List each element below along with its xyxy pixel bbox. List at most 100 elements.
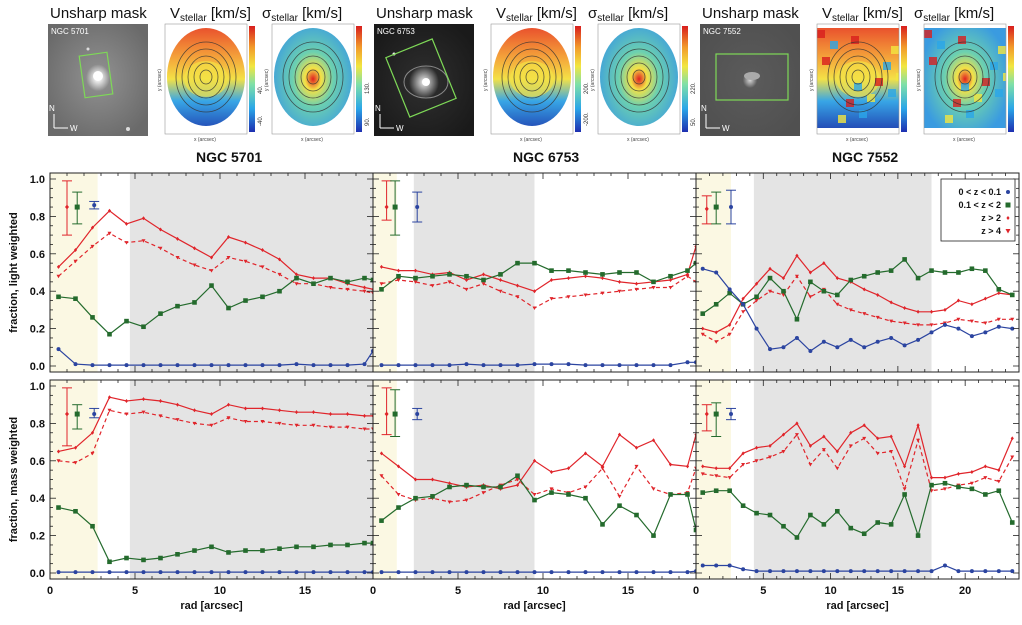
series-line-inter <box>381 474 696 537</box>
velocity-unit: [km/s] <box>533 5 577 22</box>
data-point-inter <box>345 279 350 285</box>
data-point-young <box>90 363 95 368</box>
data-point-young <box>700 266 705 271</box>
data-point-old <box>808 443 812 448</box>
data-point-old <box>464 277 469 282</box>
map-xlabel: x (arcsec) <box>520 137 542 143</box>
data-point-inter <box>915 533 921 538</box>
data-point-inter <box>311 544 316 550</box>
data-point-inter <box>192 300 197 305</box>
legend-label: z > 2 <box>981 213 1001 223</box>
data-point-old <box>226 234 231 239</box>
map-pixel <box>929 57 937 65</box>
compass-n: N <box>375 104 381 113</box>
y-tick-label: 0.2 <box>30 531 45 543</box>
data-point-inter <box>464 482 469 488</box>
x-tick-label: 5 <box>760 585 766 597</box>
data-point-vold <box>902 487 907 491</box>
data-point-young <box>862 569 867 574</box>
data-point-inter <box>794 316 800 322</box>
map-frame <box>597 23 681 135</box>
series-line-young <box>381 361 696 366</box>
data-point-young <box>243 570 248 575</box>
data-point-vold <box>566 295 571 299</box>
data-point-inter <box>754 510 759 516</box>
legend-label: z > 4 <box>981 226 1001 236</box>
data-point-old <box>583 451 588 456</box>
data-point-vold <box>727 476 732 480</box>
data-point-inter <box>740 503 746 508</box>
data-point-inter <box>124 318 129 324</box>
data-point-old <box>983 464 987 469</box>
isophote-contour <box>952 62 978 92</box>
data-point-old <box>430 477 435 482</box>
disk-region-band <box>129 173 373 372</box>
data-point-inter <box>781 288 786 294</box>
data-point-young <box>464 570 469 575</box>
map-pixel <box>953 99 961 107</box>
data-point-vold <box>311 423 316 428</box>
compass-n: N <box>701 104 707 113</box>
map-frame <box>816 23 900 135</box>
legend-marker <box>1006 190 1010 194</box>
x-tick-label: 10 <box>214 585 226 597</box>
data-point-young <box>243 363 248 368</box>
data-point-old <box>929 475 934 480</box>
data-point-inter <box>73 296 78 301</box>
isophote-contour <box>306 69 320 85</box>
data-point-young <box>515 363 520 368</box>
data-point-young <box>277 363 282 368</box>
data-point-young <box>73 362 78 367</box>
map-pixel <box>995 89 1003 97</box>
isophote-contour <box>940 48 990 106</box>
map-pixel <box>854 83 862 91</box>
colorbar-tick: 130. <box>365 82 371 94</box>
data-point-vold <box>328 425 333 430</box>
galaxy-name: NGC 6753 <box>513 149 579 165</box>
unsharp-mask-image <box>700 24 800 136</box>
data-point-inter <box>713 301 719 307</box>
data-point-young <box>875 339 880 344</box>
map-xlabel: x (arcsec) <box>627 137 649 143</box>
data-point-vold <box>379 474 384 478</box>
dispersion-field <box>274 28 352 126</box>
data-point-young <box>209 570 214 575</box>
data-point-young <box>345 363 350 368</box>
data-point-inter <box>498 272 503 277</box>
x-axis-label: rad [arcsec] <box>180 600 243 612</box>
data-point-old <box>714 466 718 471</box>
data-point-vold <box>158 246 163 251</box>
data-point-vold <box>498 289 503 294</box>
dispersion-field <box>600 28 678 126</box>
data-point-old <box>498 277 503 282</box>
data-point-young <box>835 345 840 350</box>
data-point-young <box>889 569 894 574</box>
data-point-vold <box>634 464 639 469</box>
data-point-young <box>996 324 1001 329</box>
data-point-old <box>124 398 129 403</box>
data-point-inter <box>685 268 690 273</box>
series-line-young <box>58 348 373 366</box>
data-point-young <box>741 567 746 572</box>
data-point-old <box>515 283 520 288</box>
data-point-old <box>754 281 759 286</box>
data-point-young <box>311 363 316 368</box>
data-point-inter <box>996 488 1002 494</box>
data-point-inter <box>668 492 673 497</box>
data-point-inter <box>821 522 827 527</box>
data-point-old <box>379 264 384 269</box>
data-point-old <box>728 322 732 327</box>
data-point-young <box>668 570 673 575</box>
data-point-young <box>124 570 129 575</box>
data-point-vold <box>464 287 469 292</box>
data-point-young <box>617 363 622 368</box>
data-point-old <box>668 277 673 282</box>
x-axis-label: rad [arcsec] <box>503 600 566 612</box>
data-point-vold <box>379 282 384 286</box>
data-point-old <box>209 255 214 260</box>
data-point-young <box>396 363 401 368</box>
data-point-inter <box>532 497 537 503</box>
data-point-inter <box>396 505 401 510</box>
data-point-young <box>969 569 974 574</box>
data-point-inter <box>902 492 907 497</box>
